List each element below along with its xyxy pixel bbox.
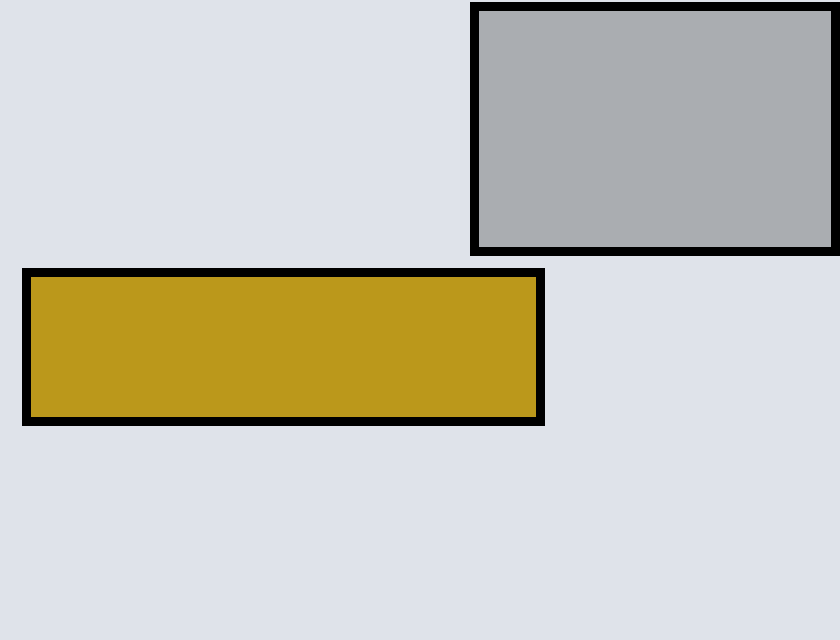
gold-rectangle [22, 268, 545, 426]
gray-rectangle [470, 2, 840, 256]
